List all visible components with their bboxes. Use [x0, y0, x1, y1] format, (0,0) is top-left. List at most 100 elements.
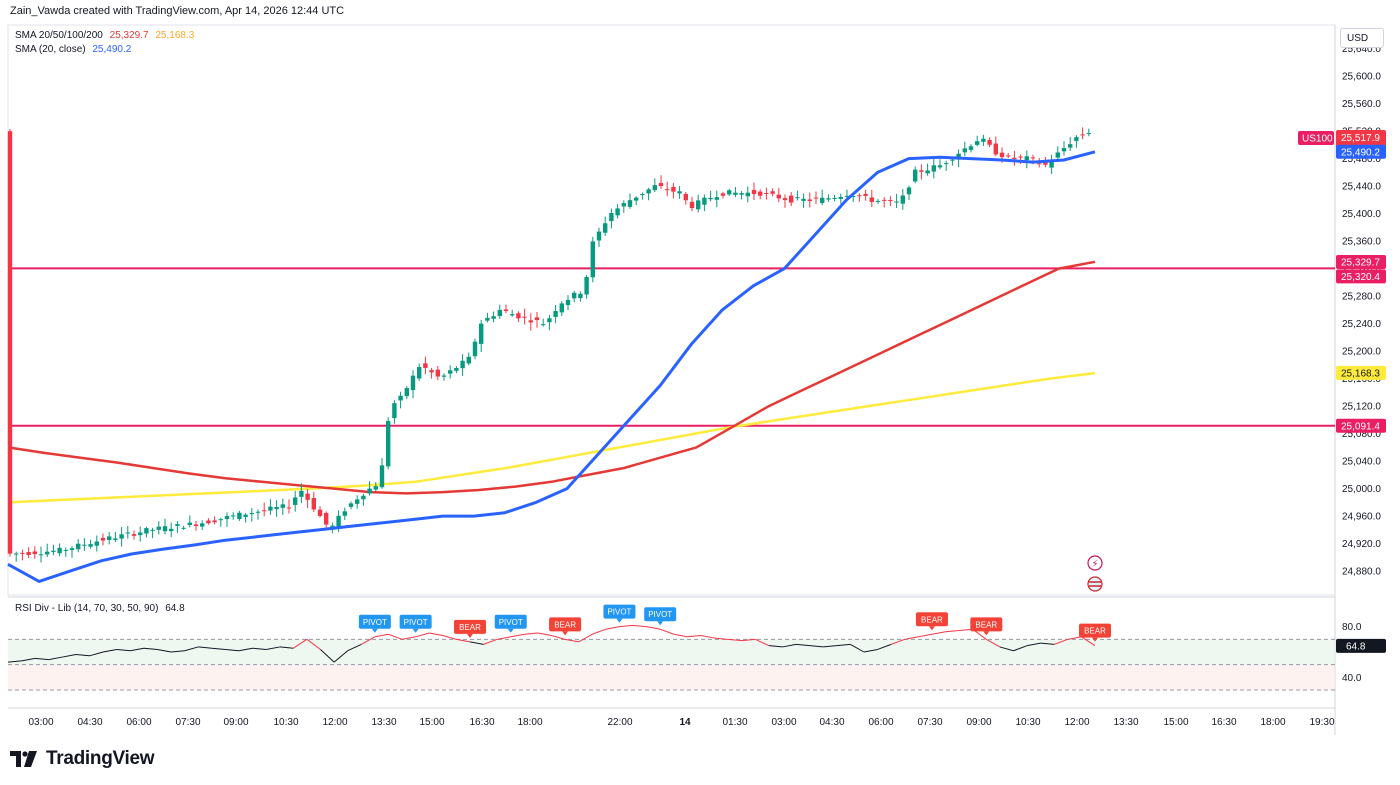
rsi-legend[interactable]: RSI Div - Lib (14, 70, 30, 50, 90) 64.8 [15, 603, 185, 614]
candle-body [826, 198, 831, 200]
legend-sma20-value: 25,490.2 [92, 44, 132, 55]
candle-body [968, 146, 974, 150]
candle-body [807, 199, 812, 202]
candle-body [689, 201, 695, 209]
rsi-pane[interactable]: PIVOT PIVOT BEAR PIVOT BEAR PIVOT PIVOT BEAR BEA… [7, 604, 1335, 691]
candle-body [764, 193, 769, 195]
level-lower-price-tag-bg [1336, 418, 1386, 433]
rsi-pivot-marker: PIVOT [603, 604, 636, 623]
marker-label: BEAR [975, 620, 997, 629]
candle-body [82, 544, 87, 546]
rsi-segment [469, 641, 484, 645]
sma100-price-tag-text: 25,168.3 [1341, 368, 1380, 379]
price-tick-label: 25,000.0 [1342, 484, 1381, 495]
candle-body [441, 375, 447, 377]
candle-body [280, 504, 285, 508]
candle-body [919, 170, 924, 172]
candle-body [795, 197, 800, 199]
marker-pointer [657, 621, 664, 626]
legend-sma20[interactable]: SMA (20, close) 25,490.2 [15, 44, 135, 55]
sma20-price-tag: 25,490.2 [1336, 144, 1386, 159]
time-tick-label: 16:30 [469, 717, 494, 728]
price-tick-label: 25,480.0 [1342, 154, 1381, 165]
time-tick-label: 03:00 [28, 717, 53, 728]
rsi-segment [741, 638, 756, 642]
legend-sma-multi[interactable]: SMA 20/50/100/200 25,329.7 25,168.3 [15, 30, 198, 41]
last-price-value: 25,517.9 [1341, 133, 1380, 144]
marker-pointer [507, 628, 514, 633]
candle-body [7, 131, 13, 554]
currency-button[interactable]: USD [1340, 28, 1384, 48]
legend-sma20-label: SMA (20, close) [15, 44, 86, 55]
sma50-price-tag-text: 25,329.7 [1341, 257, 1380, 268]
rsi-segment [415, 632, 430, 638]
candle-body [541, 324, 546, 326]
marker-bg [549, 617, 582, 632]
rsi-segment [714, 637, 729, 640]
candle-body [131, 534, 137, 536]
marker-bg [1079, 623, 1111, 638]
time-tick-label: 07:30 [175, 717, 200, 728]
price-tick-label: 25,120.0 [1342, 402, 1381, 413]
candle-body [181, 527, 186, 529]
candle-body [317, 509, 323, 516]
candle-body [423, 363, 428, 368]
time-tick-label: 04:30 [77, 717, 102, 728]
candle-body [987, 140, 992, 145]
candle-body [45, 551, 50, 555]
rsi-bear-marker: BEAR [549, 617, 582, 636]
candle-body [305, 493, 310, 500]
candle-body [76, 543, 81, 550]
rsi-segment [62, 654, 77, 658]
candle-body [851, 195, 856, 197]
rsi-segment [999, 646, 1014, 652]
candle-body [596, 231, 602, 241]
price-tick-label: 24,880.0 [1342, 567, 1381, 578]
candle-body [727, 190, 732, 195]
price-tick-label: 25,360.0 [1342, 237, 1381, 248]
candle-body [1055, 152, 1060, 158]
marker-pointer [983, 631, 990, 636]
candle-body [913, 169, 918, 182]
candle-body [937, 165, 943, 168]
marker-pointer [412, 628, 419, 633]
candle-body [1024, 156, 1029, 161]
rsi-segment [510, 633, 525, 638]
rsi-segment [211, 647, 226, 650]
marker-pointer [928, 626, 935, 631]
candle-body [658, 183, 664, 187]
rsi-segment [35, 657, 49, 661]
candle-body [634, 197, 639, 201]
price-pane[interactable]: ⚡ [7, 127, 1335, 592]
candle-body [782, 198, 788, 201]
time-tick-label: 04:30 [819, 717, 844, 728]
candle-body [677, 191, 682, 194]
candle-body [944, 163, 949, 165]
candle-body [875, 200, 881, 202]
candle-body [590, 241, 595, 278]
time-tick-label: 12:00 [1064, 717, 1089, 728]
candle-body [857, 195, 862, 197]
candle-body [962, 148, 967, 153]
tradingview-logo[interactable]: TradingView [10, 748, 155, 770]
price-tick-label: 25,640.0 [1342, 44, 1381, 55]
rsi-segment [293, 638, 308, 649]
price-tick-label: 25,240.0 [1342, 319, 1381, 330]
candle-body [950, 159, 955, 161]
rsi-tick-label: 40.0 [1342, 673, 1362, 684]
candle-body [255, 511, 261, 513]
candle-body [683, 193, 688, 201]
price-tick-label: 25,280.0 [1342, 292, 1381, 303]
rsi-bear-marker: BEAR [970, 617, 1003, 636]
time-tick-label: 13:30 [371, 717, 396, 728]
rsi-segment [483, 638, 498, 645]
time-tick-label: 16:30 [1211, 717, 1236, 728]
candle-body [193, 524, 199, 527]
rsi-segment [333, 650, 349, 663]
candle-body [1018, 156, 1023, 158]
candle-body [627, 200, 633, 207]
rsi-segment [904, 636, 919, 640]
marker-label: PIVOT [404, 618, 428, 627]
candle-body [237, 512, 242, 520]
